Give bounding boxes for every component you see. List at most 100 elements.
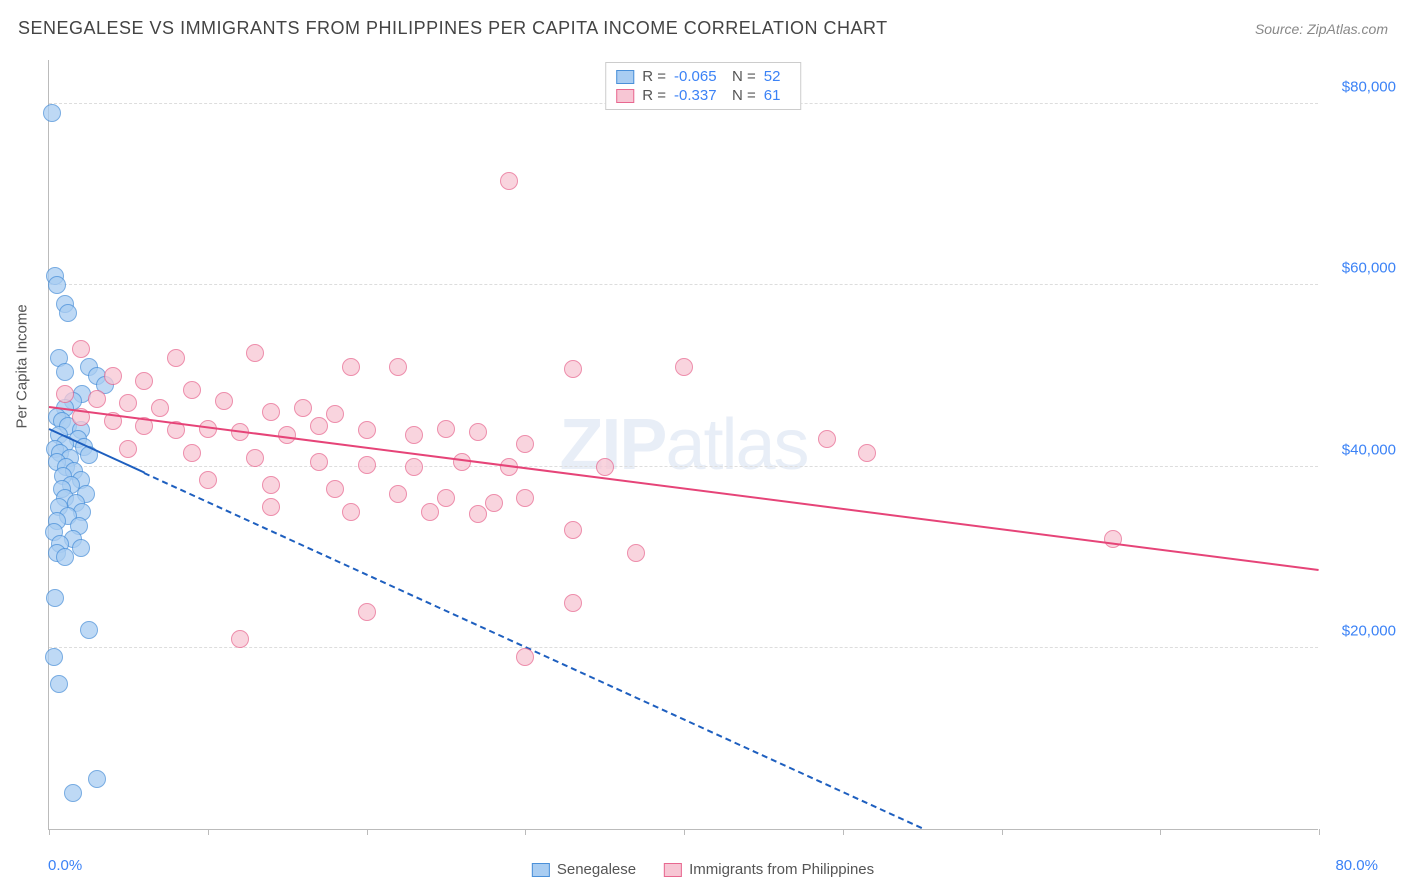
scatter-point-senegalese: [72, 539, 90, 557]
scatter-point-philippines: [326, 480, 344, 498]
chart-header: SENEGALESE VS IMMIGRANTS FROM PHILIPPINE…: [18, 18, 1388, 39]
y-axis-title: Per Capita Income: [14, 304, 31, 428]
scatter-point-senegalese: [56, 363, 74, 381]
trendline-senegalese-dashed: [144, 472, 923, 829]
scatter-point-philippines: [262, 498, 280, 516]
r-value: -0.337: [674, 87, 724, 104]
scatter-point-philippines: [469, 423, 487, 441]
scatter-point-philippines: [151, 399, 169, 417]
r-label: R =: [642, 87, 666, 104]
scatter-point-philippines: [119, 440, 137, 458]
scatter-point-philippines: [183, 444, 201, 462]
scatter-point-philippines: [437, 420, 455, 438]
chart-plot-area: ZIPatlas $20,000$40,000$60,000$80,000: [48, 60, 1318, 830]
scatter-point-philippines: [500, 172, 518, 190]
scatter-point-philippines: [858, 444, 876, 462]
legend-item-philippines: Immigrants from Philippines: [664, 861, 874, 878]
x-axis-max-label: 80.0%: [1335, 857, 1378, 874]
scatter-point-philippines: [405, 426, 423, 444]
scatter-point-senegalese: [48, 276, 66, 294]
scatter-point-senegalese: [59, 304, 77, 322]
legend-label-philippines: Immigrants from Philippines: [689, 861, 874, 878]
scatter-point-philippines: [485, 494, 503, 512]
legend-swatch-philippines: [664, 863, 682, 877]
scatter-point-philippines: [516, 435, 534, 453]
scatter-point-senegalese: [80, 621, 98, 639]
scatter-point-senegalese: [64, 784, 82, 802]
swatch-philippines: [616, 89, 634, 103]
scatter-point-senegalese: [46, 589, 64, 607]
scatter-point-philippines: [389, 485, 407, 503]
scatter-point-philippines: [88, 390, 106, 408]
watermark: ZIPatlas: [559, 404, 807, 486]
x-tick: [1319, 829, 1320, 835]
scatter-point-philippines: [294, 399, 312, 417]
scatter-point-philippines: [310, 417, 328, 435]
y-tick-label: $60,000: [1326, 260, 1396, 277]
scatter-point-philippines: [104, 367, 122, 385]
gridline: [49, 284, 1318, 285]
stats-row-philippines: R = -0.337 N = 61: [616, 86, 790, 105]
gridline: [49, 466, 1318, 467]
scatter-point-philippines: [358, 456, 376, 474]
n-label: N =: [732, 68, 756, 85]
x-tick: [843, 829, 844, 835]
x-tick: [525, 829, 526, 835]
scatter-point-philippines: [231, 630, 249, 648]
scatter-point-senegalese: [50, 675, 68, 693]
x-tick: [684, 829, 685, 835]
scatter-point-philippines: [310, 453, 328, 471]
x-tick: [208, 829, 209, 835]
r-label: R =: [642, 68, 666, 85]
scatter-point-senegalese: [45, 648, 63, 666]
scatter-point-philippines: [564, 594, 582, 612]
scatter-point-philippines: [818, 430, 836, 448]
scatter-point-philippines: [72, 340, 90, 358]
scatter-point-philippines: [405, 458, 423, 476]
scatter-point-senegalese: [43, 104, 61, 122]
scatter-point-philippines: [342, 358, 360, 376]
watermark-atlas: atlas: [665, 405, 807, 485]
scatter-point-philippines: [564, 521, 582, 539]
scatter-point-philippines: [326, 405, 344, 423]
chart-source: Source: ZipAtlas.com: [1255, 21, 1388, 37]
legend-swatch-senegalese: [532, 863, 550, 877]
n-value: 52: [764, 68, 790, 85]
scatter-point-philippines: [262, 403, 280, 421]
swatch-senegalese: [616, 70, 634, 84]
scatter-point-philippines: [437, 489, 455, 507]
n-label: N =: [732, 87, 756, 104]
legend-label-senegalese: Senegalese: [557, 861, 636, 878]
x-tick: [1002, 829, 1003, 835]
scatter-point-philippines: [135, 372, 153, 390]
bottom-legend: Senegalese Immigrants from Philippines: [532, 861, 874, 878]
r-value: -0.065: [674, 68, 724, 85]
scatter-point-philippines: [421, 503, 439, 521]
scatter-point-philippines: [516, 489, 534, 507]
scatter-point-philippines: [358, 421, 376, 439]
scatter-point-senegalese: [56, 548, 74, 566]
scatter-point-philippines: [516, 648, 534, 666]
chart-title: SENEGALESE VS IMMIGRANTS FROM PHILIPPINE…: [18, 18, 888, 39]
scatter-point-philippines: [342, 503, 360, 521]
legend-item-senegalese: Senegalese: [532, 861, 636, 878]
scatter-point-philippines: [469, 505, 487, 523]
y-tick-label: $40,000: [1326, 441, 1396, 458]
scatter-point-philippines: [389, 358, 407, 376]
scatter-point-philippines: [56, 385, 74, 403]
scatter-point-philippines: [119, 394, 137, 412]
x-axis-min-label: 0.0%: [48, 857, 82, 874]
y-tick-label: $20,000: [1326, 622, 1396, 639]
scatter-point-philippines: [358, 603, 376, 621]
n-value: 61: [764, 87, 790, 104]
scatter-point-philippines: [262, 476, 280, 494]
scatter-point-philippines: [675, 358, 693, 376]
scatter-point-philippines: [246, 449, 264, 467]
scatter-point-philippines: [199, 471, 217, 489]
scatter-point-philippines: [183, 381, 201, 399]
scatter-point-senegalese: [88, 770, 106, 788]
scatter-point-philippines: [627, 544, 645, 562]
scatter-point-philippines: [246, 344, 264, 362]
scatter-point-philippines: [564, 360, 582, 378]
y-tick-label: $80,000: [1326, 79, 1396, 96]
